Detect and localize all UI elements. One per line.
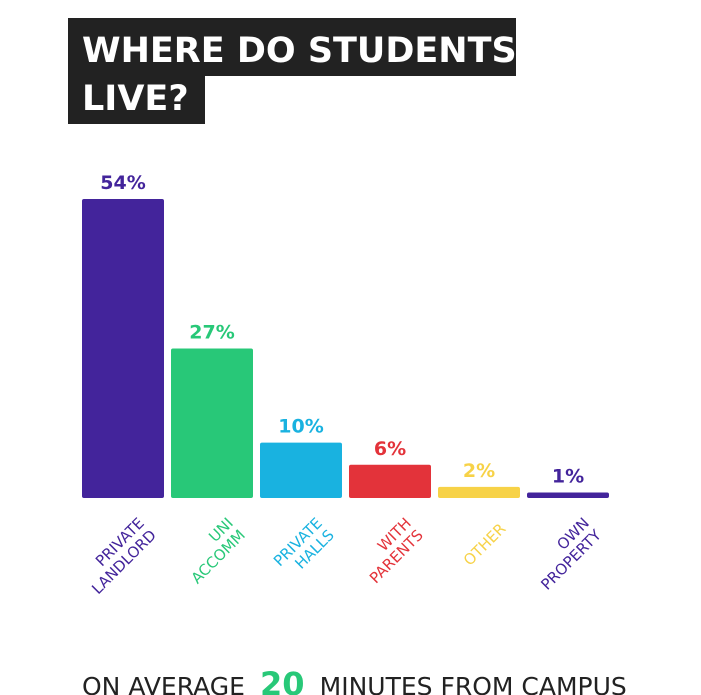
bar [349, 464, 431, 498]
bar [260, 442, 342, 498]
title-box [68, 75, 205, 124]
value-label: 10% [278, 416, 323, 438]
footer-number: 20 [260, 665, 305, 695]
bar [82, 199, 164, 498]
bar [438, 486, 520, 498]
bar [171, 348, 253, 498]
category-label: UNIACCOMM [176, 514, 249, 587]
category-label: OTHER [460, 520, 510, 570]
category-label: PRIVATEHALLS [270, 514, 338, 582]
footer-text: ON AVERAGE [82, 672, 245, 695]
value-label: 27% [189, 322, 234, 344]
value-label: 54% [100, 172, 145, 194]
bar [527, 492, 609, 498]
title-box [68, 18, 516, 76]
value-label: 2% [463, 460, 495, 482]
chart-title: LIVE? [82, 79, 189, 119]
value-label: 6% [374, 438, 406, 460]
category-label: WITHPARENTS [354, 514, 427, 587]
footer-text: MINUTES FROM CAMPUS [320, 672, 627, 695]
value-label: 1% [552, 465, 584, 487]
footer: ON AVERAGE 20 MINUTES FROM CAMPUS [82, 665, 627, 695]
category-label: OWNPROPERTY [525, 514, 605, 594]
category-label: PRIVATELANDLORD [76, 514, 160, 598]
chart-title: WHERE DO STUDENTS [82, 31, 517, 71]
category-line: OTHER [460, 520, 510, 570]
